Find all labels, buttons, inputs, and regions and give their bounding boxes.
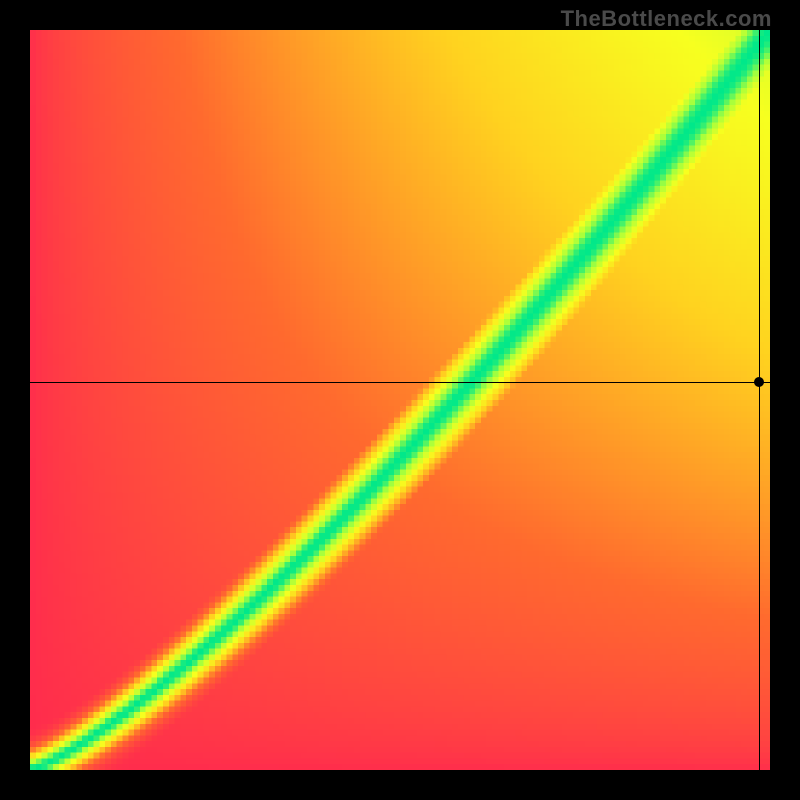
crosshair-horizontal <box>30 382 770 383</box>
crosshair-vertical <box>759 30 760 770</box>
selection-marker[interactable] <box>754 377 764 387</box>
watermark-text: TheBottleneck.com <box>561 6 772 32</box>
heatmap-plot <box>30 30 770 770</box>
heatmap-canvas <box>30 30 770 770</box>
